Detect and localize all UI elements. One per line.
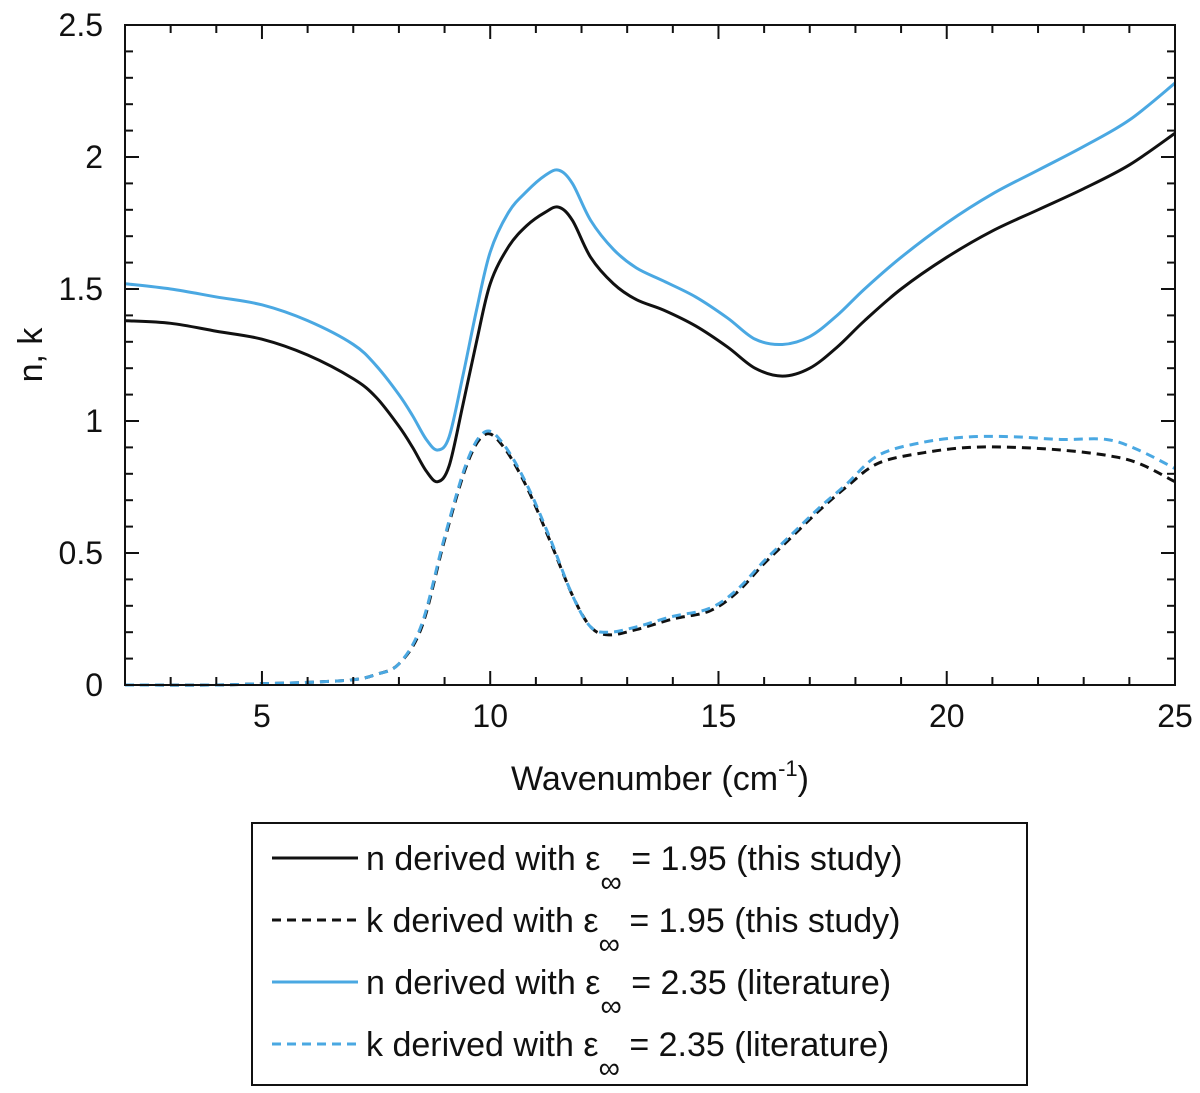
plot-frame bbox=[124, 24, 1176, 686]
legend: n derived with ε∞ = 1.95 (this study)k d… bbox=[251, 822, 1028, 1086]
legend-item-n-this-study: n derived with ε∞ = 1.95 (this study) bbox=[272, 840, 902, 899]
series-k-this-study bbox=[124, 432, 1176, 687]
legend-label-subscript: ∞ bbox=[598, 928, 619, 961]
x-tick-label: 5 bbox=[253, 698, 271, 734]
series-n-literature bbox=[124, 81, 1176, 452]
axis-ticks bbox=[124, 24, 1176, 686]
legend-label-prefix: n derived with ε bbox=[366, 964, 600, 1002]
legend-label: k derived with ε∞ = 2.35 (literature) bbox=[366, 1026, 889, 1085]
x-axis-title-superscript: -1 bbox=[778, 756, 798, 781]
legend-label: n derived with ε∞ = 1.95 (this study) bbox=[366, 840, 902, 899]
series-layer bbox=[124, 81, 1176, 687]
legend-label: n derived with ε∞ = 2.35 (literature) bbox=[366, 964, 891, 1023]
y-tick-label: 1 bbox=[85, 403, 103, 439]
y-tick-label: 0.5 bbox=[59, 535, 103, 571]
legend-item-k-literature: k derived with ε∞ = 2.35 (literature) bbox=[272, 1026, 889, 1085]
legend-label-suffix: = 2.35 (literature) bbox=[620, 1026, 889, 1064]
legend-label-subscript: ∞ bbox=[600, 866, 621, 899]
y-tick-label: 1.5 bbox=[59, 271, 103, 307]
legend-label-prefix: k derived with ε bbox=[366, 1026, 598, 1064]
legend-label-prefix: k derived with ε bbox=[366, 902, 598, 940]
x-tick-label: 20 bbox=[929, 698, 965, 734]
legend-box bbox=[251, 822, 1028, 1086]
y-axis-title: n, k bbox=[12, 327, 50, 383]
y-tick-label: 2 bbox=[85, 139, 103, 175]
x-axis-title-main: Wavenumber (cm bbox=[511, 760, 778, 798]
legend-label-suffix: = 1.95 (this study) bbox=[622, 840, 903, 878]
legend-label-prefix: n derived with ε bbox=[366, 840, 600, 878]
x-axis-title: Wavenumber (cm-1) bbox=[511, 756, 809, 798]
axis-tick-labels: 5 10 15 20 25 0 0.5 1 1.5 2 2.5 bbox=[59, 7, 1193, 734]
legend-label: k derived with ε∞ = 1.95 (this study) bbox=[366, 902, 901, 961]
x-tick-label: 25 bbox=[1157, 698, 1193, 734]
legend-label-subscript: ∞ bbox=[598, 1052, 619, 1085]
series-k-literature bbox=[124, 429, 1176, 687]
legend-item-n-literature: n derived with ε∞ = 2.35 (literature) bbox=[272, 964, 891, 1023]
legend-item-k-this-study: k derived with ε∞ = 1.95 (this study) bbox=[272, 902, 901, 961]
x-tick-label: 10 bbox=[472, 698, 508, 734]
legend-label-subscript: ∞ bbox=[600, 990, 621, 1023]
x-axis-title-suffix: ) bbox=[798, 760, 809, 798]
legend-label-suffix: = 1.95 (this study) bbox=[620, 902, 901, 940]
y-tick-label: 0 bbox=[85, 667, 103, 703]
x-tick-label: 15 bbox=[701, 698, 737, 734]
legend-label-suffix: = 2.35 (literature) bbox=[622, 964, 891, 1002]
series-n-this-study bbox=[124, 132, 1176, 484]
y-tick-label: 2.5 bbox=[59, 7, 103, 43]
